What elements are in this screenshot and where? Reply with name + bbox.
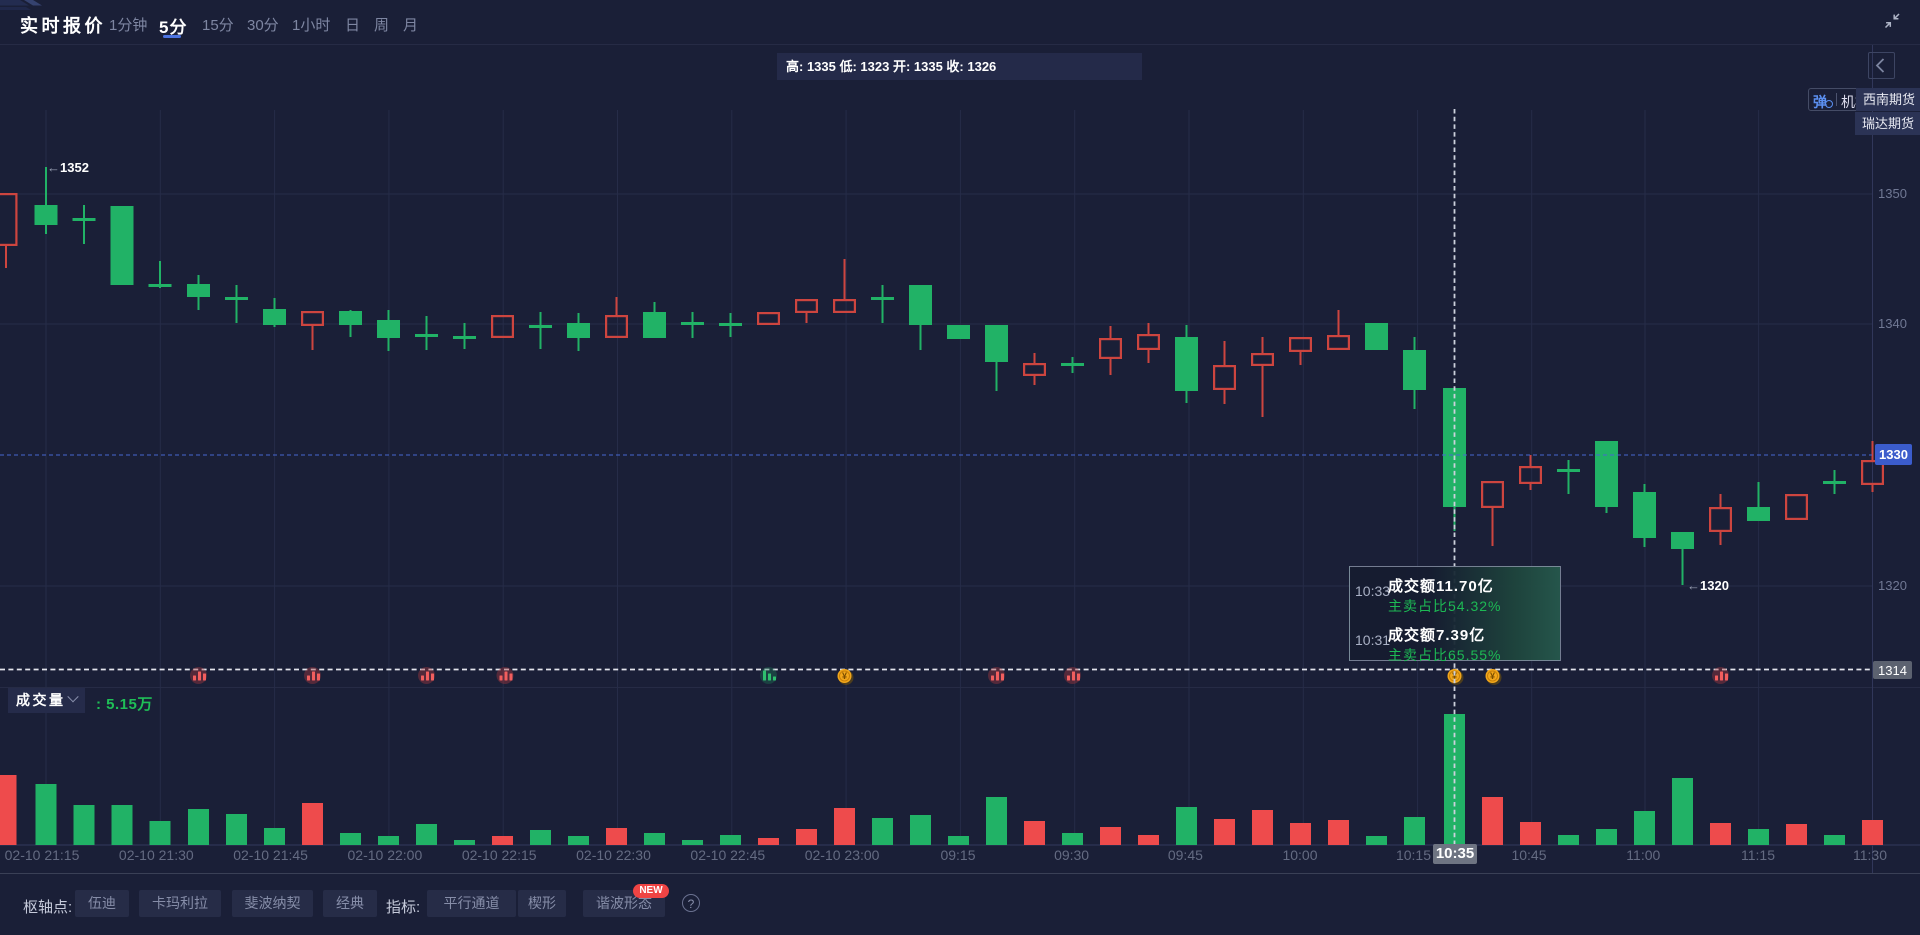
svg-text:¥: ¥: [1490, 671, 1495, 681]
svg-text:¥: ¥: [842, 671, 847, 681]
svg-text:¥: ¥: [1452, 671, 1457, 681]
